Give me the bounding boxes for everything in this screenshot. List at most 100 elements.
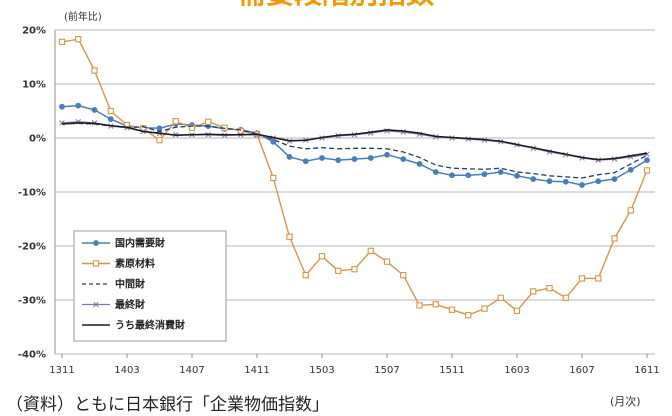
data-point-raw-materials bbox=[107, 107, 114, 115]
data-point-raw-materials bbox=[562, 294, 569, 301]
legend-marker bbox=[92, 260, 100, 267]
data-point-domestic-demand bbox=[107, 116, 114, 122]
x-tick-label: 1311 bbox=[49, 365, 74, 376]
data-point-domestic-demand bbox=[530, 176, 537, 182]
series-intermediate bbox=[61, 122, 648, 179]
data-point-raw-materials bbox=[58, 38, 66, 46]
data-point-raw-materials bbox=[416, 302, 423, 309]
data-point-domestic-demand bbox=[156, 125, 163, 132]
legend-item-domestic-demand: 国内需要財 bbox=[82, 237, 165, 250]
x-tick-label: 1503 bbox=[309, 365, 334, 376]
data-point-raw-materials bbox=[578, 275, 586, 282]
data-point-raw-materials bbox=[465, 311, 472, 319]
data-point-domestic-demand bbox=[562, 178, 569, 185]
data-point-raw-materials bbox=[595, 275, 602, 282]
legend-item-raw-materials: 素原材料 bbox=[82, 257, 155, 270]
data-point-raw-materials bbox=[335, 267, 342, 274]
data-point-raw-materials bbox=[367, 247, 374, 255]
x-tick-label: 1507 bbox=[374, 365, 399, 376]
data-point-final bbox=[644, 151, 650, 157]
series-domestic-demand bbox=[59, 102, 650, 188]
data-point-domestic-demand bbox=[416, 161, 423, 167]
data-point-raw-materials bbox=[91, 67, 98, 74]
series-line-domestic-demand bbox=[61, 104, 648, 186]
data-point-domestic-demand bbox=[449, 172, 455, 179]
data-point-domestic-demand bbox=[286, 153, 293, 160]
x-axis-label: (月次) bbox=[610, 394, 641, 408]
data-point-domestic-demand bbox=[611, 176, 618, 182]
y-tick-label: -30% bbox=[18, 296, 46, 307]
legend-item-final: 最終財 bbox=[82, 298, 145, 311]
data-point-raw-materials bbox=[448, 306, 456, 313]
data-point-domestic-demand bbox=[384, 151, 390, 158]
data-point-raw-materials bbox=[611, 235, 618, 242]
y-tick-label: 0% bbox=[29, 134, 46, 145]
data-point-raw-materials bbox=[383, 258, 391, 265]
y-tick-label: 20% bbox=[22, 26, 46, 37]
data-point-raw-materials bbox=[75, 36, 82, 43]
y-axis: 20% 10% 0% -10% -20% -30% -40% bbox=[18, 26, 56, 361]
legend-label: 中間財 bbox=[115, 278, 145, 291]
data-point-domestic-demand bbox=[546, 178, 553, 185]
source-note: （資料）ともに日本銀行「企業物価指数」 bbox=[6, 395, 329, 415]
x-axis: 1311 1403 1407 1411 1503 1507 1511 1603 1607 1611 bbox=[49, 354, 660, 376]
y-axis-label: (前年比) bbox=[64, 10, 102, 23]
data-point-domestic-demand bbox=[400, 156, 407, 162]
data-point-raw-materials bbox=[156, 137, 163, 144]
x-tick-label: 1403 bbox=[114, 365, 139, 376]
data-point-domestic-demand bbox=[514, 172, 520, 179]
series-final bbox=[59, 119, 650, 163]
data-point-domestic-demand bbox=[351, 156, 358, 162]
legend-label: 最終財 bbox=[115, 298, 145, 311]
legend-label: 素原材料 bbox=[115, 257, 155, 270]
data-point-raw-materials bbox=[432, 301, 439, 308]
data-point-raw-materials bbox=[237, 127, 244, 135]
data-point-domestic-demand bbox=[432, 169, 439, 175]
data-point-raw-materials bbox=[530, 288, 537, 295]
series-raw-materials bbox=[58, 36, 651, 319]
data-point-domestic-demand bbox=[644, 157, 650, 164]
x-tick-label: 1607 bbox=[569, 365, 594, 376]
data-point-domestic-demand bbox=[465, 172, 472, 179]
data-point-domestic-demand bbox=[367, 155, 374, 161]
data-point-raw-materials bbox=[627, 207, 634, 214]
data-point-domestic-demand bbox=[75, 102, 82, 109]
legend-item-intermediate: 中間財 bbox=[82, 278, 145, 291]
data-point-raw-materials bbox=[351, 266, 358, 273]
data-point-raw-materials bbox=[302, 272, 309, 279]
data-point-raw-materials bbox=[286, 233, 293, 240]
data-point-raw-materials bbox=[205, 118, 212, 125]
data-point-raw-materials bbox=[546, 284, 553, 292]
data-point-domestic-demand bbox=[319, 155, 325, 161]
chart-title: 需要段階別指数 bbox=[0, 0, 672, 8]
data-point-raw-materials bbox=[172, 118, 179, 125]
legend-marker bbox=[93, 240, 99, 246]
legend-label: うち最終消費財 bbox=[115, 319, 185, 332]
data-point-raw-materials bbox=[497, 294, 504, 301]
data-point-domestic-demand bbox=[91, 107, 98, 113]
series-final-consumer bbox=[61, 122, 648, 161]
y-tick-label: -20% bbox=[18, 242, 46, 253]
series-line-final-consumer bbox=[61, 122, 648, 161]
chart-title-area: 需要段階別指数 bbox=[0, 0, 672, 9]
legend-label: 国内需要財 bbox=[115, 237, 165, 250]
data-point-domestic-demand bbox=[579, 182, 585, 188]
data-point-domestic-demand bbox=[627, 166, 634, 173]
y-tick-label: -40% bbox=[18, 350, 46, 361]
x-tick-label: 1603 bbox=[504, 365, 529, 376]
y-tick-label: -10% bbox=[18, 188, 46, 199]
y-tick-label: 10% bbox=[22, 80, 46, 91]
legend-marker bbox=[93, 301, 99, 308]
data-point-domestic-demand bbox=[302, 158, 309, 165]
data-point-domestic-demand bbox=[497, 169, 504, 175]
data-point-domestic-demand bbox=[59, 103, 65, 110]
data-point-domestic-demand bbox=[335, 157, 342, 164]
x-tick-label: 1407 bbox=[179, 365, 204, 376]
data-point-raw-materials bbox=[481, 305, 488, 312]
data-point-raw-materials bbox=[513, 307, 521, 314]
data-point-domestic-demand bbox=[595, 178, 602, 185]
series-line-intermediate bbox=[61, 122, 648, 179]
data-point-domestic-demand bbox=[481, 171, 488, 178]
